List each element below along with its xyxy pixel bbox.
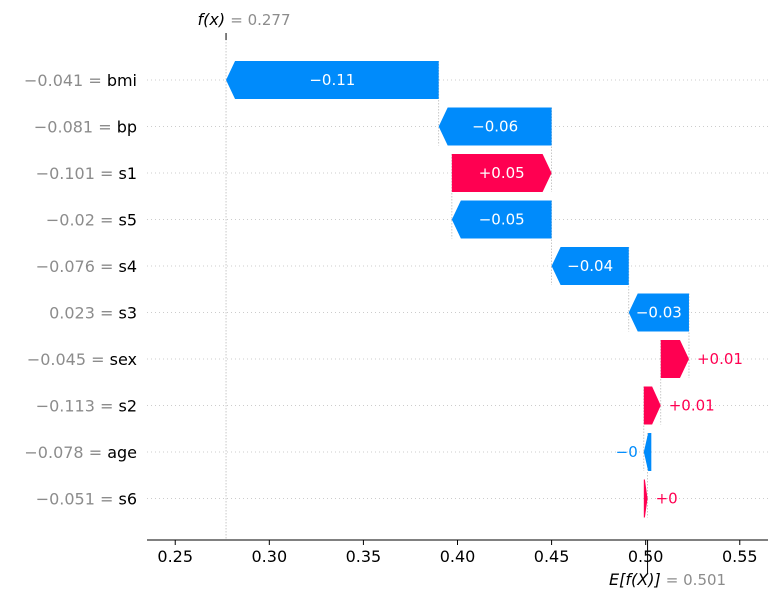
feature-value: −0.081 = [34, 117, 117, 136]
feature-value: −0.051 = [36, 489, 119, 508]
bar-s6 [643, 479, 648, 518]
feature-value: −0.02 = [46, 210, 119, 229]
bar-s3 [628, 293, 689, 332]
x-tick-label: 0.25 [157, 547, 193, 566]
bar-sex [660, 340, 689, 378]
feature-name: bp [117, 117, 137, 136]
feature-name: s6 [118, 489, 137, 508]
bar-label-s4: −0.04 [567, 257, 613, 275]
feature-label-bp: −0.081 = bp [34, 117, 137, 136]
x-tick-label: 0.55 [722, 547, 758, 566]
feature-label-s3: 0.023 = s3 [49, 303, 137, 322]
bar-bp [438, 107, 552, 146]
feature-name: s4 [118, 257, 137, 276]
fx-label-value: 0.277 [248, 11, 291, 29]
feature-name: s1 [118, 164, 137, 183]
feature-label-s4: −0.076 = s4 [36, 257, 137, 276]
feature-label-bmi: −0.041 = bmi [24, 71, 137, 90]
bar-bmi [226, 61, 439, 99]
expected-value-annotations: f(x) = 0.277 E[f(X)] = 0.501 [198, 10, 727, 589]
x-tick-label: 0.50 [628, 547, 664, 566]
bar-label-bmi: −0.11 [309, 71, 355, 89]
feature-name: age [107, 443, 137, 462]
x-tick-label: 0.45 [534, 547, 570, 566]
bar-label-sex: +0.01 [697, 350, 743, 368]
x-tick-label: 0.35 [346, 547, 382, 566]
feature-name: s3 [118, 303, 137, 322]
feature-value: −0.076 = [36, 257, 119, 276]
fx-label-eq: = [230, 11, 247, 29]
fx-label-prefix: f(x) [198, 10, 226, 29]
ex-label: E[f(X)] = 0.501 [609, 570, 726, 589]
reference-lines [225, 33, 690, 540]
bar-label-s2: +0.01 [669, 397, 715, 415]
x-axis: 0.25 0.30 0.35 0.40 0.45 0.50 0.55 [147, 539, 768, 574]
feature-name: bmi [107, 71, 137, 90]
bar-label-s5: −0.05 [479, 211, 525, 229]
ex-label-value: 0.501 [683, 571, 726, 589]
feature-label-s5: −0.02 = s5 [46, 210, 137, 229]
bar-label-s3: −0.03 [636, 304, 682, 322]
bar-s4 [551, 247, 629, 285]
bar-s5 [451, 200, 552, 239]
feature-value: −0.113 = [36, 396, 119, 415]
feature-label-s1: −0.101 = s1 [36, 164, 137, 183]
bars-group: −0.11 −0.06 +0.05 −0.05 −0.04 −0.03 +0.01 +0.01… [226, 61, 743, 518]
bar-label-bp: −0.06 [472, 118, 518, 136]
bar-label-s1: +0.05 [479, 164, 525, 182]
feature-label-s6: −0.051 = s6 [36, 489, 137, 508]
fx-label: f(x) = 0.277 [198, 10, 291, 29]
feature-label-s2: −0.113 = s2 [36, 396, 137, 415]
feature-value: −0.041 = [24, 71, 107, 90]
bar-s2 [643, 386, 661, 425]
feature-label-age: −0.078 = age [24, 443, 137, 462]
feature-name: s5 [118, 210, 137, 229]
x-tick-label: 0.30 [252, 547, 288, 566]
ex-label-eq: = [666, 571, 683, 589]
feature-name: s2 [118, 396, 137, 415]
bar-s1 [451, 154, 552, 192]
feature-label-sex: −0.045 = sex [27, 350, 137, 369]
feature-value: 0.023 = [49, 303, 118, 322]
feature-labels: −0.041 = bmi −0.081 = bp −0.101 = s1 −0.02 … [24, 71, 137, 509]
bar-label-age: −0 [616, 443, 638, 461]
feature-name: sex [110, 350, 137, 369]
feature-value: −0.101 = [36, 164, 119, 183]
bar-label-s6: +0 [656, 490, 678, 508]
feature-value: −0.045 = [27, 350, 110, 369]
bar-age [643, 433, 652, 471]
ex-label-prefix: E[f(X)] [609, 570, 661, 589]
feature-value: −0.078 = [24, 443, 107, 462]
x-tick-label: 0.40 [440, 547, 476, 566]
